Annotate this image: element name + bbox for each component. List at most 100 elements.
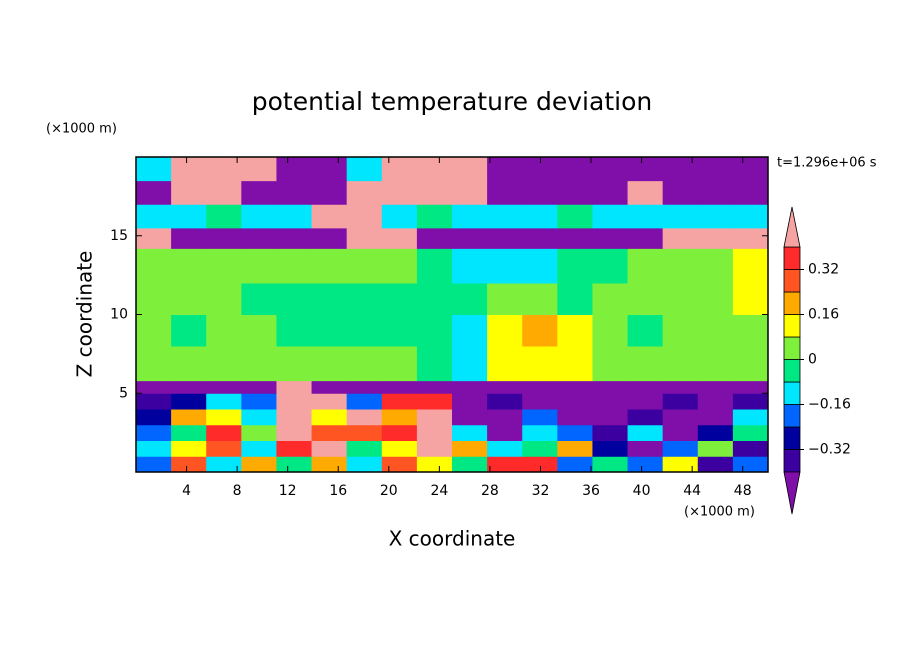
field-cell [346, 248, 383, 284]
field-cell [452, 314, 488, 347]
x-tick-label: 32 [532, 483, 550, 499]
field-cell [522, 248, 558, 284]
field-cell [487, 424, 523, 441]
field-cell [452, 424, 488, 441]
y-tick-label: 10 [110, 307, 128, 323]
field-cell [136, 393, 172, 410]
colorbar-box [783, 426, 801, 450]
field-cell [592, 180, 629, 205]
field-cell [557, 157, 593, 182]
field-cell [276, 393, 313, 410]
field-cell [206, 283, 242, 315]
field-cell [557, 248, 593, 284]
field-cell [732, 346, 769, 382]
field-cell [381, 380, 418, 394]
colorbar-box [783, 314, 801, 338]
field-cell [171, 157, 207, 182]
field-cell [276, 424, 313, 441]
colorbar-tick-label: 0.32 [808, 262, 839, 278]
field-cell [346, 157, 383, 182]
field-cell [522, 227, 558, 249]
field-cell [557, 204, 593, 229]
field-cell [416, 409, 453, 426]
field-cell [171, 409, 207, 426]
field-cell [697, 380, 734, 394]
field [136, 157, 769, 473]
colorbar-tick-label: 0.16 [808, 307, 839, 323]
field-cell [241, 227, 277, 249]
field-cell [592, 283, 629, 315]
field-cell [206, 180, 242, 205]
field-cell [452, 157, 488, 182]
field-cell [732, 204, 769, 229]
field-cell [662, 283, 699, 315]
field-cell [311, 248, 348, 284]
field-cell [206, 409, 242, 426]
field-cell [206, 380, 242, 394]
field-cell [206, 346, 242, 382]
field-cell [241, 380, 277, 394]
field-cell [627, 157, 664, 182]
field-cell [416, 283, 453, 315]
field-cell [592, 456, 629, 473]
colorbar-box [783, 291, 801, 315]
field-cell [346, 393, 383, 410]
field-cell [697, 248, 734, 284]
field-cell [732, 456, 769, 473]
field-cell [557, 180, 593, 205]
field-cell [311, 424, 348, 441]
field-cell [311, 157, 348, 182]
field-cell [381, 456, 418, 473]
field-cell [346, 346, 383, 382]
y-tick-label: 5 [119, 385, 128, 401]
field-cell [732, 409, 769, 426]
field-cell [311, 227, 348, 249]
field-cell [311, 283, 348, 315]
field-cell [276, 204, 313, 229]
field-cell [241, 248, 277, 284]
field-cell [662, 248, 699, 284]
field-cell [416, 346, 453, 382]
field-cell [487, 204, 523, 229]
field-cell [592, 440, 629, 457]
field-cell [171, 393, 207, 410]
field-cell [241, 157, 277, 182]
field-cell [487, 346, 523, 382]
field-cell [171, 440, 207, 457]
colorbar-box [783, 269, 801, 293]
field-cell [487, 456, 523, 473]
field-cell [171, 204, 207, 229]
colorbar-box [783, 359, 801, 383]
field-cell [732, 380, 769, 394]
x-tick-label: 20 [380, 483, 398, 499]
field-cell [276, 227, 313, 249]
field-cell [276, 283, 313, 315]
field-cell [557, 314, 593, 347]
field-cell [381, 314, 418, 347]
field-cell [662, 380, 699, 394]
field-cell [206, 456, 242, 473]
field-cell [346, 380, 383, 394]
field-cell [416, 248, 453, 284]
field-cell [522, 440, 558, 457]
field-cell [452, 393, 488, 410]
field-cell [206, 424, 242, 441]
field-cell [487, 314, 523, 347]
field-cell [276, 380, 313, 394]
field-cell [452, 440, 488, 457]
x-tick-label: 8 [233, 483, 242, 499]
field-cell [171, 456, 207, 473]
field-cell [732, 314, 769, 347]
colorbar-box [783, 336, 801, 360]
field-cell [522, 204, 558, 229]
field-cell [627, 440, 664, 457]
field-cell [136, 346, 172, 382]
y-tick-label: 15 [110, 228, 128, 244]
colorbar-tick-label: −0.32 [808, 442, 851, 458]
colorbar-box [783, 404, 801, 428]
field-cell [416, 157, 453, 182]
field-cell [241, 440, 277, 457]
field-cell [452, 456, 488, 473]
field-cell [627, 283, 664, 315]
field-cell [487, 227, 523, 249]
